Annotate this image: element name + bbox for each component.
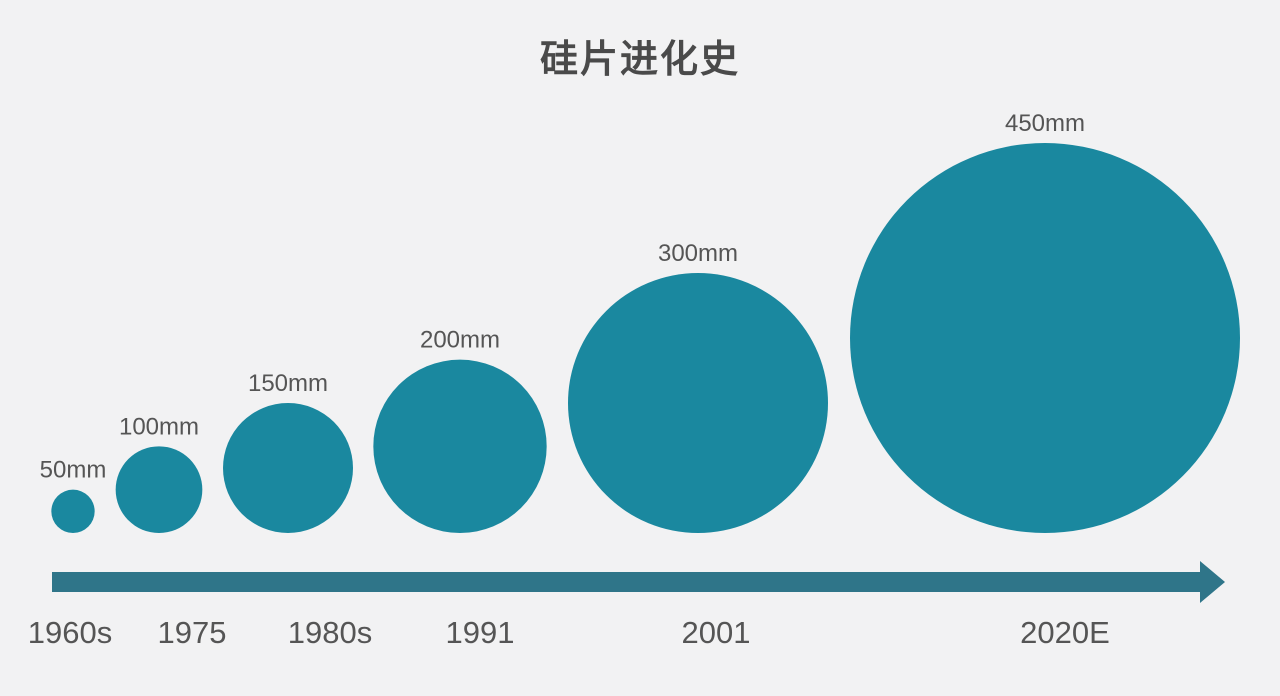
wafer-circle-2020e	[850, 143, 1240, 533]
year-label: 1991	[446, 615, 515, 650]
year-label: 1980s	[288, 615, 372, 650]
wafer-size-label: 450mm	[1005, 110, 1085, 137]
wafer-size-label: 150mm	[248, 370, 328, 397]
diagram-title: 硅片进化史	[539, 37, 740, 81]
timeline-arrow-head	[1200, 561, 1225, 603]
wafer-circle-1975	[115, 446, 203, 533]
wafer-circle-2001	[568, 273, 828, 533]
year-label: 2001	[682, 615, 751, 650]
timeline-arrow-shaft	[52, 572, 1202, 592]
wafer-circle-1991	[373, 359, 547, 533]
wafer-size-label: 200mm	[420, 327, 500, 354]
wafer-size-label: 50mm	[40, 457, 107, 484]
wafer-size-label: 100mm	[119, 413, 199, 440]
year-label: 1975	[158, 615, 227, 650]
wafer-circle-1960s	[51, 489, 95, 533]
wafer-circle-1980s	[223, 403, 353, 533]
wafer-size-label: 300mm	[658, 240, 738, 267]
year-label: 2020E	[1020, 615, 1110, 650]
year-label: 1960s	[28, 615, 112, 650]
